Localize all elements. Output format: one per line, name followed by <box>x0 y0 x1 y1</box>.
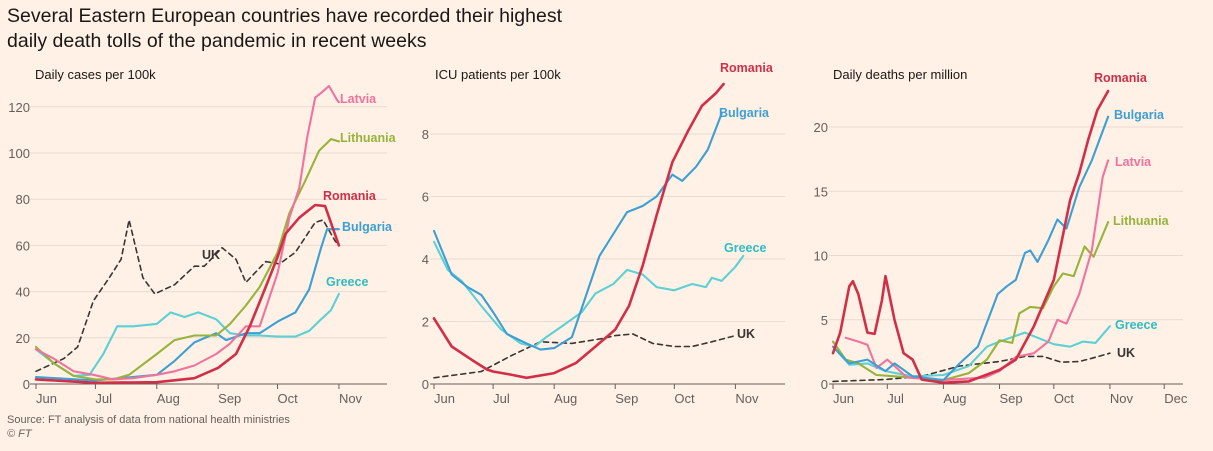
headline-line-1: Several Eastern European countries have … <box>7 5 562 27</box>
y-tick-label: 6 <box>422 190 429 205</box>
x-tick-label: Aug <box>943 391 966 406</box>
series-label-greece: Greece <box>326 275 368 289</box>
y-tick-label: 0 <box>821 377 828 392</box>
series-line-uk <box>433 333 737 379</box>
x-tick-label: Jun <box>434 391 455 406</box>
x-tick-label: Sep <box>218 391 241 406</box>
x-tick-label: Jun <box>833 391 854 406</box>
series-label-greece: Greece <box>724 241 766 255</box>
x-tick-label: Nov <box>735 391 759 406</box>
x-tick-label: Jul <box>493 391 510 406</box>
y-tick-label: 100 <box>8 146 30 161</box>
series-line-latvia <box>34 84 340 381</box>
x-tick-label: Jun <box>36 391 57 406</box>
y-tick-label: 0 <box>23 377 30 392</box>
panel-3: Daily deaths per million 0 5 10 15 20 Jun Jul Au… <box>814 67 1188 406</box>
x-tick-label: Dec <box>1164 391 1188 406</box>
series-label-uk: UK <box>737 327 755 341</box>
copyright-text: © FT <box>7 428 32 440</box>
y-tick-label: 8 <box>422 127 429 142</box>
y-tick-label: 120 <box>8 100 30 115</box>
panel-2: ICU patients per 100k 0 2 4 6 8 Jun Jul Aug Sep Oc… <box>422 61 785 406</box>
x-tick-label: Jul <box>95 391 112 406</box>
x-tick-label: Aug <box>554 391 577 406</box>
series-label-uk: UK <box>1117 346 1135 360</box>
series-line-bulgaria <box>34 228 340 382</box>
y-tick-label: 80 <box>16 192 30 207</box>
series-line-uk <box>35 219 340 373</box>
y-tick-label: 4 <box>422 252 429 267</box>
x-tick-label: Jul <box>887 391 904 406</box>
y-tick-label: 40 <box>16 285 30 300</box>
series-label-lithuania: Lithuania <box>1113 214 1170 228</box>
panel-title: ICU patients per 100k <box>435 67 561 82</box>
series-line-romania <box>34 203 341 385</box>
y-tick-label: 2 <box>422 315 429 330</box>
series-line-romania <box>432 82 725 380</box>
x-tick-label: Sep <box>615 391 638 406</box>
series-line-lithuania <box>831 221 1110 382</box>
y-tick-label: 5 <box>821 313 828 328</box>
source-text: Source: FT analysis of data from nationa… <box>7 414 290 426</box>
x-tick-label: Oct <box>1054 391 1075 406</box>
y-tick-label: 60 <box>16 238 30 253</box>
y-tick-label: 10 <box>814 249 828 264</box>
source-note: Source: FT analysis of data from nationa… <box>7 413 290 441</box>
y-tick-label: 0 <box>422 377 429 392</box>
series-line-greece <box>432 240 745 348</box>
x-tick-label: Oct <box>278 391 299 406</box>
y-tick-label: 20 <box>814 120 828 135</box>
x-tick-label: Nov <box>1110 391 1134 406</box>
panel-title: Daily deaths per million <box>833 67 967 82</box>
series-label-latvia: Latvia <box>340 92 377 106</box>
series-label-bulgaria: Bulgaria <box>719 106 770 120</box>
x-tick-label: Aug <box>157 391 180 406</box>
y-tick-label: 20 <box>16 331 30 346</box>
series-label-romania: Romania <box>323 189 377 203</box>
series-label-greece: Greece <box>1115 318 1157 332</box>
series-line-bulgaria <box>432 112 723 351</box>
x-tick-label: Nov <box>339 391 363 406</box>
panel-title: Daily cases per 100k <box>35 67 156 82</box>
chart-headline: Several Eastern European countries have … <box>7 4 562 54</box>
headline-line-2: daily death tolls of the pandemic in rec… <box>7 30 427 52</box>
series-line-greece <box>34 292 340 377</box>
series-label-lithuania: Lithuania <box>340 131 397 145</box>
x-tick-label: Oct <box>674 391 695 406</box>
series-line-lithuania <box>34 138 340 381</box>
x-tick-label: Sep <box>1000 391 1023 406</box>
series-label-romania: Romania <box>1094 71 1148 85</box>
series-line-romania <box>831 89 1110 384</box>
series-label-latvia: Latvia <box>1115 155 1152 169</box>
series-label-romania: Romania <box>720 61 774 75</box>
series-line-bulgaria <box>831 115 1110 382</box>
y-tick-label: 15 <box>814 184 828 199</box>
series-label-bulgaria: Bulgaria <box>1114 108 1165 122</box>
series-label-uk: UK <box>202 248 220 262</box>
series-label-bulgaria: Bulgaria <box>342 220 393 234</box>
panel-1: Daily cases per 100k 0 20 40 60 80 100 120 Jun Ju… <box>8 67 396 406</box>
